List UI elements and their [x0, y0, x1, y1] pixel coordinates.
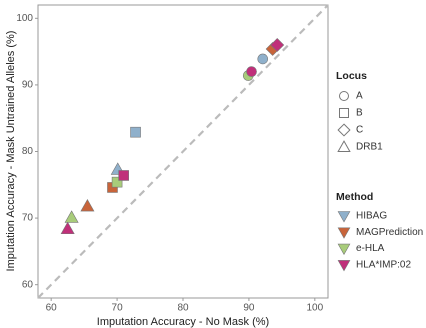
identity-line [37, 4, 329, 299]
x-tick-label: 60 [46, 303, 58, 314]
point [60, 221, 75, 235]
point [257, 53, 269, 65]
point [64, 210, 79, 223]
x-tick-label: 70 [112, 303, 124, 314]
legend-label: HLA*IMP:02 [356, 260, 411, 271]
point [246, 66, 257, 77]
y-tick-label: 60 [22, 279, 34, 290]
point [270, 38, 285, 52]
point [80, 198, 95, 212]
legend-symbol [337, 243, 351, 256]
legend-title: Locus [336, 70, 367, 82]
legend-label: HIBAG [356, 211, 387, 222]
x-tick-label: 80 [177, 303, 189, 314]
y-tick-label: 80 [22, 146, 34, 157]
point [118, 170, 129, 181]
legend-label: A [356, 91, 363, 102]
legend-symbol [339, 108, 349, 118]
y-tick-label: 70 [22, 213, 34, 224]
legend-label: MAGPrediction [356, 227, 423, 238]
x-tick-label: 100 [306, 303, 323, 314]
legend-title: Method [336, 191, 373, 203]
point [130, 126, 141, 138]
legend-symbol [337, 123, 351, 137]
legend-symbol [337, 211, 351, 223]
legend-symbol [337, 260, 351, 272]
y-tick-label: 90 [22, 80, 34, 91]
legend-symbol [337, 140, 351, 152]
point [111, 176, 123, 188]
y-tick-label: 100 [16, 13, 33, 24]
legend-symbol [339, 91, 349, 101]
legend-label: DRB1 [356, 142, 383, 153]
x-axis-title: Imputation Accuracy - No Mask (%) [97, 316, 269, 328]
legend-label: C [356, 125, 363, 136]
y-axis-title: Imputation Accuracy - Mask Untrained All… [5, 31, 17, 272]
legend-symbol [337, 227, 351, 239]
legend-label: B [356, 108, 363, 119]
x-tick-label: 90 [243, 303, 255, 314]
legend-label: e-HLA [356, 243, 385, 254]
